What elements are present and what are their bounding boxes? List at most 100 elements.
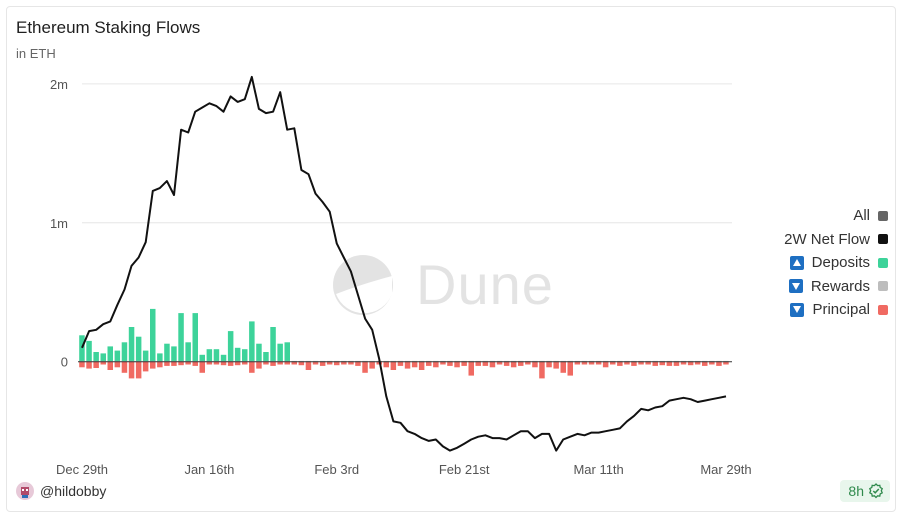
bar-principal xyxy=(312,361,319,365)
dune-logo-icon xyxy=(333,254,393,315)
bar-principal xyxy=(652,361,658,366)
bar-principal xyxy=(107,361,113,370)
sort-up-icon[interactable] xyxy=(789,255,804,270)
bar-principal xyxy=(326,361,333,365)
bar-principal xyxy=(227,361,234,366)
refresh-interval: 8h xyxy=(848,483,864,499)
bar-deposits xyxy=(114,350,121,362)
bar-principal xyxy=(341,361,347,365)
bar-deposits xyxy=(157,353,163,362)
bar-deposits xyxy=(277,343,283,362)
y-axis-ticks: 0 1m 2m xyxy=(50,77,68,370)
bar-principal xyxy=(702,361,708,366)
bar-principal xyxy=(114,361,121,368)
bar-deposits xyxy=(192,313,198,362)
bar-principal xyxy=(192,361,198,366)
author-name: @hildobby xyxy=(40,483,107,499)
bar-principal xyxy=(171,361,177,366)
bar-principal xyxy=(454,361,460,368)
bar-principal xyxy=(574,361,581,365)
bar-principal xyxy=(418,361,425,370)
bar-principal xyxy=(581,361,588,365)
avatar-icon xyxy=(21,487,29,498)
legend-item-rewards[interactable]: Rewards xyxy=(718,275,888,299)
bar-principal xyxy=(206,361,213,365)
bar-principal xyxy=(270,361,276,366)
bar-principal xyxy=(249,361,255,373)
avatar xyxy=(16,482,34,500)
grid-lines xyxy=(82,83,732,224)
legend-label-all: All xyxy=(853,207,870,225)
sort-down-icon[interactable] xyxy=(788,279,803,294)
bar-principal xyxy=(319,361,326,366)
legend-item-deposits[interactable]: Deposits xyxy=(718,251,888,275)
legend-swatch-net-flow xyxy=(878,234,888,245)
bar-principal xyxy=(213,361,220,365)
bar-principal xyxy=(723,361,729,365)
bar-deposits xyxy=(270,327,276,362)
verified-check-icon xyxy=(868,483,884,499)
bar-principal xyxy=(539,361,545,379)
legend-item-net-flow[interactable]: 2W Net Flow xyxy=(718,228,888,252)
bar-principal xyxy=(496,361,503,365)
bar-principal xyxy=(503,361,510,366)
bar-principal xyxy=(369,361,375,369)
bar-principal xyxy=(164,361,170,366)
chart-title: Ethereum Staking Flows xyxy=(16,18,201,37)
legend-item-principal[interactable]: Principal xyxy=(718,298,888,322)
x-tick-label: Mar 29th xyxy=(700,462,751,477)
bar-deposits xyxy=(185,342,191,362)
legend-swatch-deposits xyxy=(878,257,888,268)
bar-principal xyxy=(348,361,354,365)
legend-swatch-principal xyxy=(878,304,888,315)
bar-principal xyxy=(383,361,389,368)
net-flow-lines xyxy=(81,75,727,452)
bar-principal xyxy=(553,361,559,369)
bar-principal xyxy=(489,361,496,368)
bar-principal xyxy=(595,361,602,365)
x-tick-label: Feb 3rd xyxy=(314,462,359,477)
refresh-badge[interactable]: 8h xyxy=(840,480,890,502)
bar-deposits xyxy=(142,350,149,362)
bar-principal xyxy=(525,361,531,365)
bar-deposits xyxy=(213,349,220,362)
bar-principal xyxy=(482,361,489,366)
bar-principal xyxy=(390,361,397,370)
watermark-text: Dune xyxy=(416,253,554,316)
bar-principal xyxy=(475,361,481,366)
bar-principal xyxy=(86,361,92,369)
bar-principal xyxy=(426,361,432,366)
bar-deposits xyxy=(79,335,85,362)
bar-principal xyxy=(291,361,297,365)
legend-item-all[interactable]: All xyxy=(718,204,888,228)
bar-principal xyxy=(256,361,262,369)
legend-label-principal: Principal xyxy=(812,301,870,319)
bar-principal xyxy=(461,361,467,366)
sort-down-icon[interactable] xyxy=(790,302,805,317)
bar-principal xyxy=(709,361,715,365)
bar-principal xyxy=(334,361,340,366)
author-link[interactable]: @hildobby xyxy=(16,482,106,500)
bar-principal xyxy=(659,361,665,366)
bar-deposits xyxy=(220,354,227,362)
bar-principal xyxy=(532,361,538,368)
bar-principal xyxy=(298,361,305,366)
bar-principal xyxy=(440,361,446,365)
bar-principal xyxy=(624,361,630,365)
x-axis-ticks: Dec 29th Jan 16th Feb 3rd Feb 21st Mar 11th M… xyxy=(56,462,752,477)
chart-subtitle: in ETH xyxy=(16,46,56,61)
legend-swatch-rewards xyxy=(878,281,888,292)
bar-principal xyxy=(510,361,517,368)
bar-principal xyxy=(645,361,651,365)
bar-deposits xyxy=(206,349,213,362)
bar-principal xyxy=(397,361,404,366)
legend: All 2W Net Flow Deposits Rewards Princip… xyxy=(718,204,888,322)
bar-deposits xyxy=(93,352,99,362)
bar-principal xyxy=(694,361,701,365)
bar-principal xyxy=(199,361,205,373)
bar-deposits xyxy=(284,342,290,362)
bar-deposits xyxy=(164,343,170,362)
bar-principal xyxy=(687,361,694,366)
bar-principal xyxy=(638,361,644,365)
